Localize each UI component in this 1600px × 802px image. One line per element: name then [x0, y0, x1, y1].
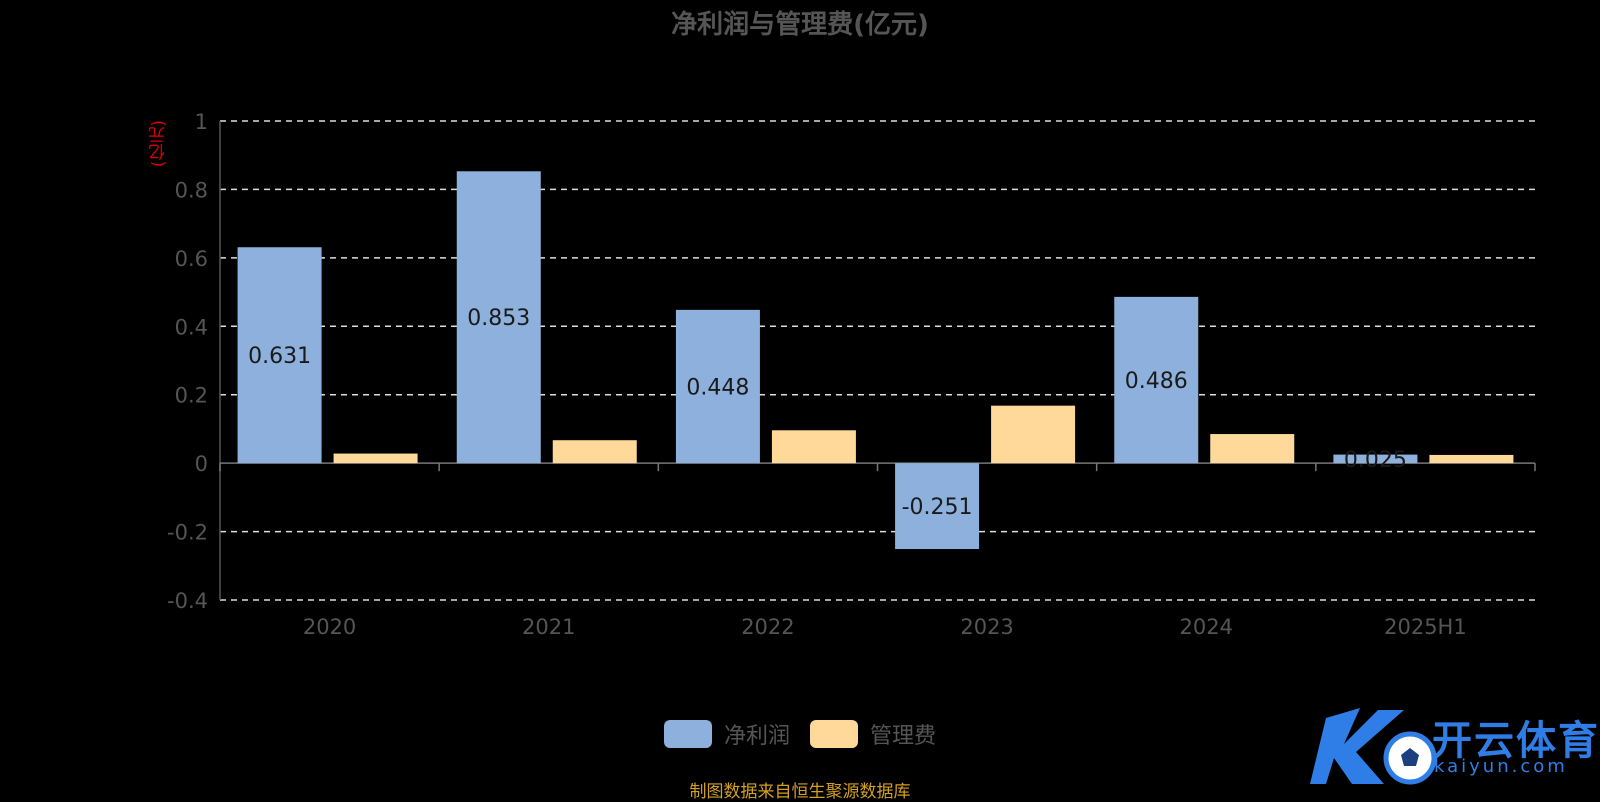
y-tick-label: 0.6: [175, 247, 208, 271]
legend-label-admin-expense: 管理费: [870, 724, 937, 749]
x-tick-label: 2020: [303, 615, 356, 639]
bar-net-profit: [237, 247, 322, 464]
bar-admin-expense: [552, 440, 637, 464]
bar-admin-expense: [991, 405, 1076, 464]
watermark-brand: 开云体育: [1432, 718, 1600, 764]
legend: 净利润 管理费: [0, 718, 1600, 750]
bar-net-profit: [1333, 454, 1418, 464]
y-tick-label: 0.8: [175, 178, 208, 202]
legend-swatch-net-profit: [663, 720, 712, 748]
bar-net-profit: [1114, 296, 1199, 464]
y-tick-label: 0.4: [175, 315, 208, 339]
data-label-net-profit: 0.631: [248, 344, 311, 369]
y-tick-label: -0.2: [167, 521, 208, 545]
bar-net-profit: [895, 463, 980, 550]
bar-admin-expense: [1429, 454, 1514, 464]
bar-net-profit: [675, 309, 760, 464]
y-tick-label: 1: [195, 110, 208, 134]
x-tick-label: 2022: [741, 615, 794, 639]
bar-admin-expense: [333, 453, 418, 464]
legend-item-net-profit[interactable]: 净利润: [663, 718, 790, 750]
legend-swatch-admin-expense: [810, 720, 858, 748]
bar-net-profit: [456, 171, 541, 464]
y-tick-label: 0.2: [175, 384, 208, 408]
x-tick-label: 2021: [522, 615, 575, 639]
watermark-logo-icon: [1310, 708, 1437, 785]
y-tick-label: -0.4: [167, 589, 208, 613]
x-tick-label: 2025H1: [1384, 615, 1467, 639]
data-label-net-profit: 0.025: [1344, 448, 1407, 473]
watermark-domain: kaiyun.com: [1434, 756, 1568, 777]
data-label-net-profit: 0.853: [467, 306, 530, 331]
data-label-net-profit: -0.251: [902, 495, 973, 520]
bar-chart: -0.4 -0.2 0 0.2 0.4 0.6 0.8 1 0.631 2020 0.853 2021…: [167, 110, 1536, 639]
data-label-net-profit: 0.448: [686, 376, 749, 401]
x-tick-label: 2023: [960, 615, 1013, 639]
data-label-net-profit: 0.486: [1125, 369, 1188, 394]
source-note: 制图数据来自恒生聚源数据库: [689, 782, 911, 802]
x-tick-label: 2024: [1180, 615, 1233, 639]
bar-admin-expense: [771, 430, 856, 464]
legend-item-admin-expense[interactable]: 管理费: [810, 718, 936, 750]
y-tick-label: 0: [195, 452, 208, 476]
chart-title: 净利润与管理费(亿元): [671, 10, 929, 40]
legend-label-net-profit: 净利润: [723, 724, 790, 749]
bar-admin-expense: [1210, 434, 1295, 464]
